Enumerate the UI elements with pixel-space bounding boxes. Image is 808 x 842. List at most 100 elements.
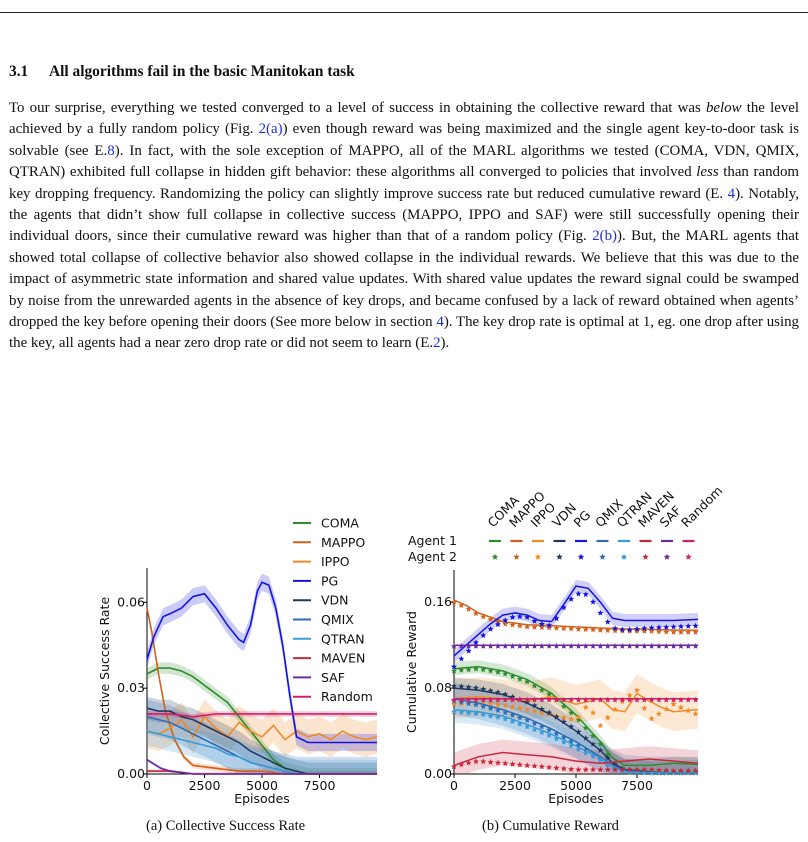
agent2-marker [480,643,487,649]
agent2-marker [612,627,619,634]
agent2-marker [538,729,545,736]
agent2-marker [685,623,692,629]
agent2-marker [692,643,699,649]
agent2-marker [480,686,487,692]
agent2-marker [524,698,531,705]
series-band-qmix [454,682,698,774]
agent2-marker [494,696,501,703]
agent2-marker [451,708,457,715]
agent2-marker [509,673,516,680]
agent2-marker [560,643,567,649]
agent2-marker [480,613,487,620]
agent2-marker [480,699,487,706]
agent2-marker [531,720,538,727]
agent2-marker [458,699,465,705]
agent2-marker [546,764,553,770]
agent2-marker [487,687,494,694]
agent2-marker [451,667,457,674]
paragraph-text: less [696,164,719,181]
agent2-marker [509,693,516,700]
series-markers-saf-agent2 [451,643,699,649]
cross-reference-link[interactable]: 4 [727,185,736,202]
agent2-marker [524,706,531,713]
series-band-coma [147,662,377,774]
agent2-marker [575,728,582,735]
agent2-marker [516,643,523,649]
agent2-marker [568,625,575,632]
x-tick-label: 0 [143,778,151,793]
cross-reference-link[interactable]: 8 [107,142,115,159]
agent2-marker [531,702,538,709]
agent2-marker [590,753,597,760]
legend-label-saf: SAF [321,670,345,685]
agent2-marker [590,643,597,649]
agent2-marker [677,629,684,635]
agent2-marker [612,643,619,649]
agent2-marker [568,723,575,730]
agent2-marker [553,764,560,771]
agent2-marker [494,669,501,675]
agent2-marker [472,684,479,691]
cross-reference-link[interactable]: 2 [433,335,441,352]
agent2-marker [494,621,501,628]
agent2-marker [692,622,699,629]
x-tick-label: 2500 [189,778,221,793]
agent2-marker [509,643,516,649]
agent2-marker [641,628,648,634]
agent2-marker [516,705,523,711]
agent2-marker [458,683,465,690]
agent2-marker [626,696,633,703]
agent2-marker [575,716,582,723]
agent2-marker [451,763,457,770]
cross-reference-link[interactable]: 4 [436,314,444,331]
agent2-marker [590,741,597,747]
agent2-marker [524,614,531,620]
agent2-marker [560,696,567,703]
agent2-marker [546,643,553,649]
agent2-marker [524,717,531,723]
agent2-marker [685,767,692,774]
agent2-marker [641,696,648,703]
agent2-marker [546,624,553,631]
agent2-marker [560,739,567,745]
agent2-marker [641,643,648,649]
agent2-marker [502,760,509,767]
agent2-marker [487,705,494,712]
figure-collective-success-rate: 0 2500 5000 7500 0.00 0.03 0.06 Episodes Collect… [97,516,378,806]
agent2-marker [480,711,487,718]
body-paragraph: To our surprise, everything we tested co… [9,98,799,355]
agent2-marker [648,766,655,773]
agent2-marker [472,696,479,703]
paragraph-text: ). The key drop rate is optimal at 1, eg… [9,314,799,352]
agent2-marker [685,769,692,776]
legend-swatch-agent2-coma [491,553,499,560]
agent2-marker [663,705,670,712]
agent2-marker [568,643,575,649]
series-markers-mappo-agent2 [451,599,699,635]
agent2-marker [612,706,619,713]
agent2-marker [509,614,516,620]
agent2-marker [685,707,692,714]
cross-reference-link[interactable]: 2(a) [258,121,283,138]
agent2-marker [670,769,677,776]
section-heading: 3.1 All algorithms fail in the basic Mani… [9,63,355,81]
y-tick-label: 0.16 [424,594,452,609]
agent2-marker [516,613,523,620]
series-line-saf [146,759,377,775]
agent2-marker [648,628,655,634]
x-tick-label: 7500 [621,778,653,793]
y-tick-label: 0.03 [117,680,145,695]
agent2-marker [619,643,626,649]
agent2-marker [451,696,457,703]
agent2-marker [480,632,487,639]
agent2-marker [604,643,611,649]
cross-reference-link[interactable]: 2(b) [592,228,617,245]
agent2-marker [538,643,545,649]
agent2-marker [480,666,487,673]
agent2-marker [575,626,582,632]
agent2-marker [546,732,553,738]
agent2-marker [641,769,648,776]
paragraph-text: ). In fact, with the sole exception of M… [9,142,799,181]
agent2-marker [626,643,633,649]
x-axis-label: Episodes [548,791,604,806]
